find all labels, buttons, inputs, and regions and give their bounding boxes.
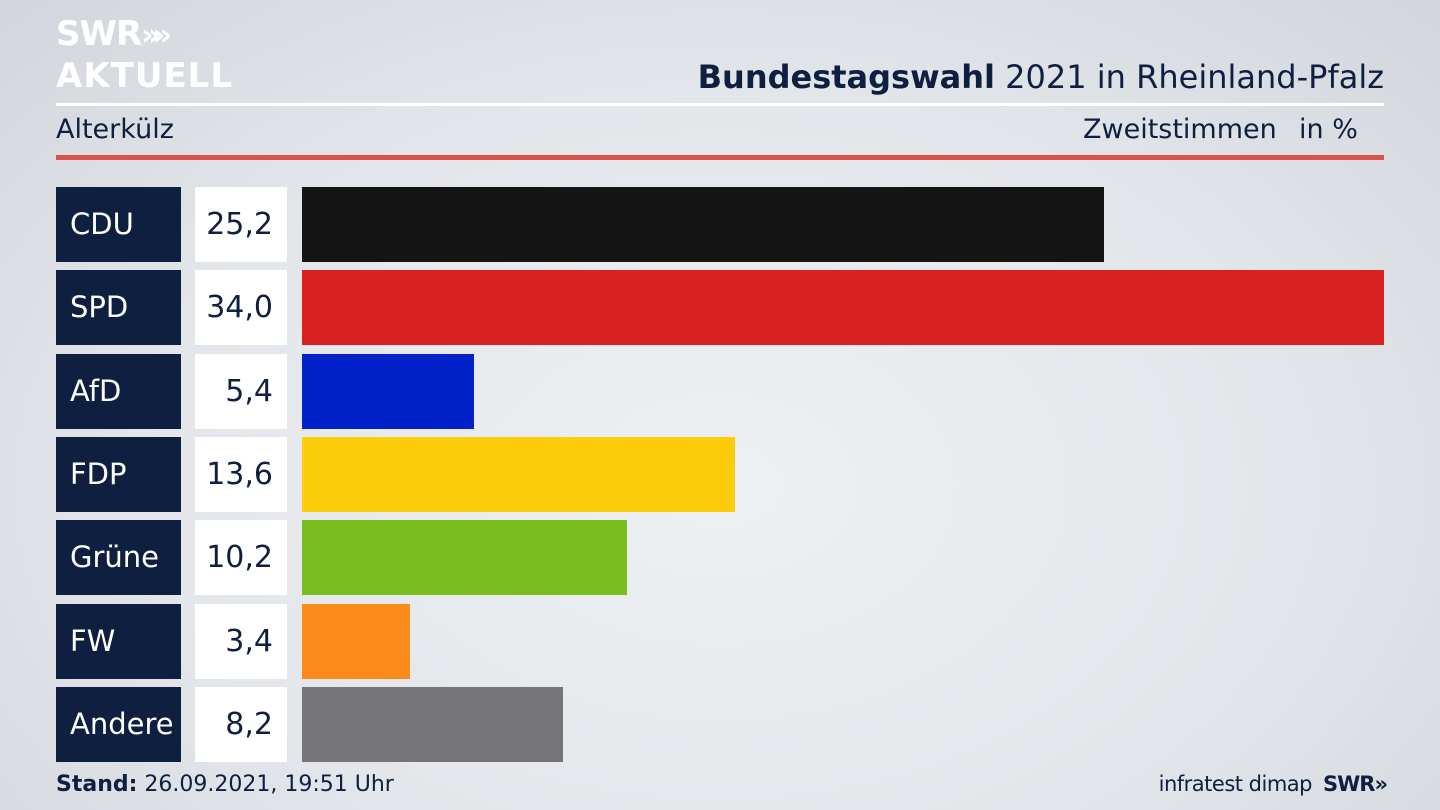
- bar-row-spd: SPD 34,0: [56, 270, 1384, 345]
- timestamp: Stand: 26.09.2021, 19:51 Uhr: [56, 772, 394, 797]
- stand-label: Stand:: [56, 772, 138, 797]
- bar-row-fdp: FDP 13,6: [56, 437, 1384, 512]
- value-label: 5,4: [195, 354, 287, 429]
- bar: [302, 604, 410, 679]
- headline-rest: 2021 in Rheinland-Pfalz: [995, 58, 1384, 96]
- value-label: 10,2: [195, 520, 287, 595]
- party-label: Andere: [56, 687, 181, 762]
- party-label: AfD: [56, 354, 181, 429]
- bar: [302, 520, 627, 595]
- bar: [302, 354, 474, 429]
- bar: [302, 437, 735, 512]
- value-label: 3,4: [195, 604, 287, 679]
- logo-chevron-icon: »: [141, 18, 161, 53]
- location-label: Alterkülz: [56, 114, 174, 145]
- vote-type-label: Zweitstimmen: [1083, 114, 1277, 145]
- bar-row-afd: AfD 5,4: [56, 354, 1384, 429]
- bar-row-grüne: Grüne 10,2: [56, 520, 1384, 595]
- swr-footer-logo: SWR»: [1323, 772, 1388, 796]
- unit-label: in %: [1299, 114, 1358, 145]
- bar-row-andere: Andere 8,2: [56, 687, 1384, 762]
- value-label: 8,2: [195, 687, 287, 762]
- bar-row-cdu: CDU 25,2: [56, 187, 1384, 262]
- bar: [302, 187, 1104, 262]
- accent-divider: [56, 155, 1384, 160]
- party-label: Grüne: [56, 520, 181, 595]
- logo-line2: AKTUELL: [56, 56, 234, 96]
- party-label: FDP: [56, 437, 181, 512]
- logo-chevron-icon-2: »: [152, 18, 173, 53]
- headline-bold: Bundestagswahl: [697, 58, 995, 96]
- party-label: SPD: [56, 270, 181, 345]
- swr-aktuell-logo: SWR»» AKTUELL: [56, 16, 233, 94]
- value-label: 34,0: [195, 270, 287, 345]
- bar-row-fw: FW 3,4: [56, 604, 1384, 679]
- header-divider: [56, 103, 1384, 106]
- party-label: CDU: [56, 187, 181, 262]
- bar: [302, 270, 1384, 345]
- logo-line1: SWR: [56, 14, 142, 54]
- source-label: infratest dimap: [1158, 772, 1313, 796]
- value-label: 25,2: [195, 187, 287, 262]
- party-label: FW: [56, 604, 181, 679]
- stand-value: 26.09.2021, 19:51 Uhr: [137, 772, 394, 797]
- bar: [302, 687, 563, 762]
- value-label: 13,6: [195, 437, 287, 512]
- chart-headline: Bundestagswahl 2021 in Rheinland-Pfalz: [698, 58, 1384, 96]
